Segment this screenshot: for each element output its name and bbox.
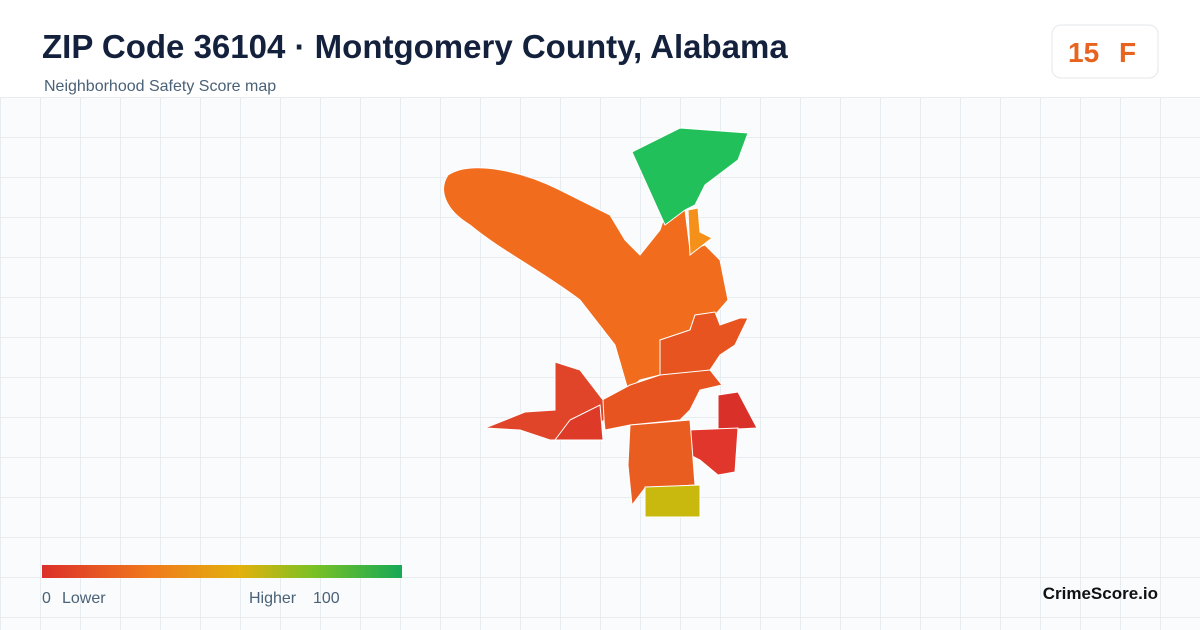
legend-bar <box>42 565 402 578</box>
zip-map <box>443 127 758 518</box>
area <box>717 391 758 431</box>
badge-grade: F <box>1119 37 1136 68</box>
area <box>631 127 749 226</box>
score-badge <box>1051 24 1159 79</box>
title: ZIP Code 36104 · Montgomery County, Alab… <box>42 28 788 65</box>
area <box>687 207 713 256</box>
badge-score: 15 <box>1068 37 1099 68</box>
area <box>554 404 604 441</box>
map-grid <box>0 97 1200 630</box>
area <box>644 484 701 518</box>
subtitle: Neighborhood Safety Score map <box>44 78 276 95</box>
legend-min-label: Lower <box>62 590 106 607</box>
brand: CrimeScore.io <box>1043 584 1158 603</box>
legend-max: 100 <box>313 590 340 607</box>
legend-min: 0 <box>42 590 51 607</box>
area <box>601 369 723 431</box>
area <box>687 427 739 476</box>
legend-max-label: Higher <box>249 590 297 607</box>
